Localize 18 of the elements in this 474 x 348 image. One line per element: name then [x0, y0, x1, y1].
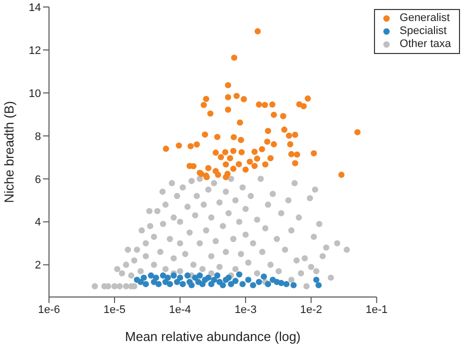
y-tick-label: 2	[34, 260, 41, 272]
x-tick-label: 1e-6	[38, 304, 60, 316]
y-tick-label: 14	[28, 2, 41, 14]
y-axis-title: Niche breadth (B)	[2, 101, 17, 203]
x-tick-label: 1e-4	[169, 304, 192, 316]
x-tick-label: 1e-1	[366, 304, 388, 316]
x-tick-label: 1e-3	[234, 304, 257, 316]
y-tick-label: 4	[34, 216, 41, 229]
y-tick-label: 10	[28, 88, 41, 100]
legend-label: Generalist	[400, 12, 450, 25]
legend-label: Specialist	[400, 25, 447, 38]
x-tick-label: 1e-5	[104, 304, 126, 316]
legend-label: Other taxa	[400, 38, 451, 51]
x-axis-title: Mean relative abundance (log)	[125, 329, 301, 344]
y-tick-label: 12	[28, 44, 41, 57]
y-tick-label: 8	[34, 130, 41, 143]
y-tick-label: 6	[34, 174, 41, 186]
x-tick-label: 1e-2	[300, 304, 322, 316]
